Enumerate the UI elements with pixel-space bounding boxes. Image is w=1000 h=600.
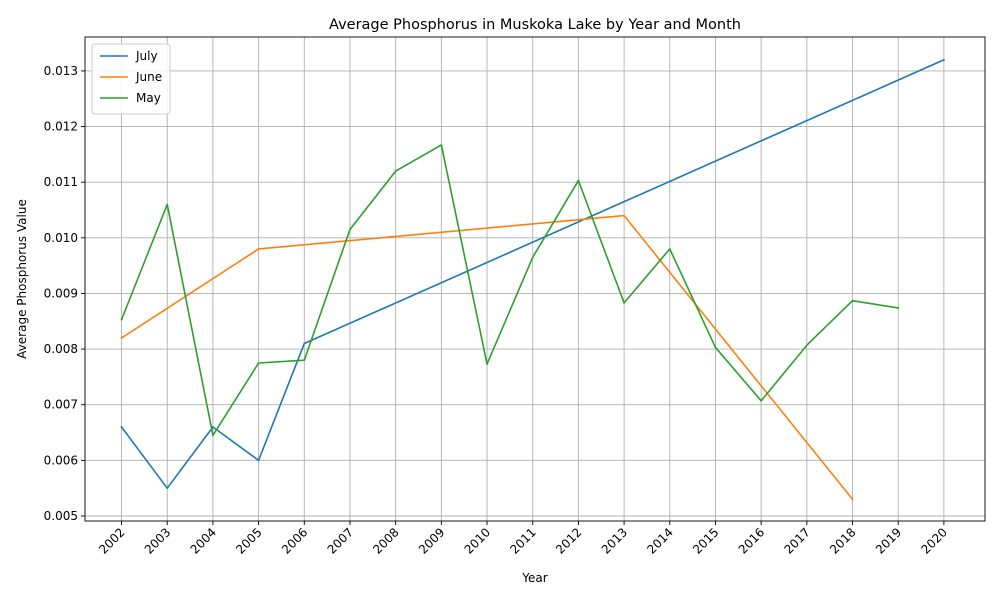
series-line-july — [120, 58, 945, 489]
data-point-july — [120, 426, 123, 428]
y-tick-label: 0.005 — [44, 509, 78, 523]
y-tick-label: 0.007 — [44, 398, 78, 412]
data-point-may — [349, 228, 351, 231]
legend-box — [91, 43, 171, 115]
data-point-june — [257, 248, 260, 250]
y-tick-label: 0.011 — [44, 175, 78, 189]
data-point-may — [394, 170, 397, 172]
data-point-may — [760, 400, 762, 402]
y-tick-label: 0.012 — [44, 120, 78, 134]
legend-label-july: July — [135, 49, 158, 63]
data-point-may — [212, 434, 214, 437]
data-point-may — [166, 203, 169, 206]
plot-frame — [84, 36, 986, 522]
data-point-june — [120, 337, 123, 339]
plot-background — [85, 37, 985, 521]
data-point-may — [486, 363, 488, 365]
data-point-may — [897, 307, 899, 309]
y-tick-label: 0.006 — [44, 453, 78, 467]
y-tick-label: 0.008 — [44, 342, 78, 356]
data-point-may — [668, 248, 671, 250]
data-point-may — [120, 318, 123, 321]
data-point-may — [577, 179, 580, 182]
data-point-july — [943, 59, 945, 61]
data-point-july — [303, 342, 306, 345]
y-tick-label: 0.013 — [44, 64, 78, 78]
series-line-june — [120, 214, 854, 501]
data-point-june — [851, 498, 854, 501]
legend-label-may: May — [136, 91, 161, 105]
chart-title: Average Phosphorus in Muskoka Lake by Ye… — [329, 17, 741, 33]
series-lines — [120, 58, 945, 501]
y-tick-label: 0.010 — [44, 231, 78, 245]
data-point-may — [531, 256, 534, 259]
legend: July June May — [91, 43, 171, 115]
data-point-may — [440, 144, 443, 146]
data-point-june — [623, 214, 625, 217]
data-point-may — [303, 359, 306, 362]
x-axis-label: Year — [521, 571, 547, 585]
data-point-may — [257, 362, 260, 364]
data-point-may — [806, 344, 808, 347]
y-tick-label: 0.009 — [44, 286, 78, 300]
y-axis-ticks: 0.005 0.006 0.007 0.008 0.009 0.010 0.011 0.012… — [44, 64, 85, 523]
legend-label-june: June — [135, 70, 162, 84]
data-point-may — [623, 302, 625, 304]
data-point-july — [212, 426, 214, 428]
data-point-may — [851, 299, 854, 302]
series-line-may — [120, 144, 900, 437]
data-point-july — [166, 487, 169, 489]
data-point-may — [714, 346, 717, 349]
data-point-july — [257, 459, 260, 462]
grid-lines — [85, 37, 985, 521]
y-axis-label: Average Phosphorus Value — [15, 199, 29, 359]
